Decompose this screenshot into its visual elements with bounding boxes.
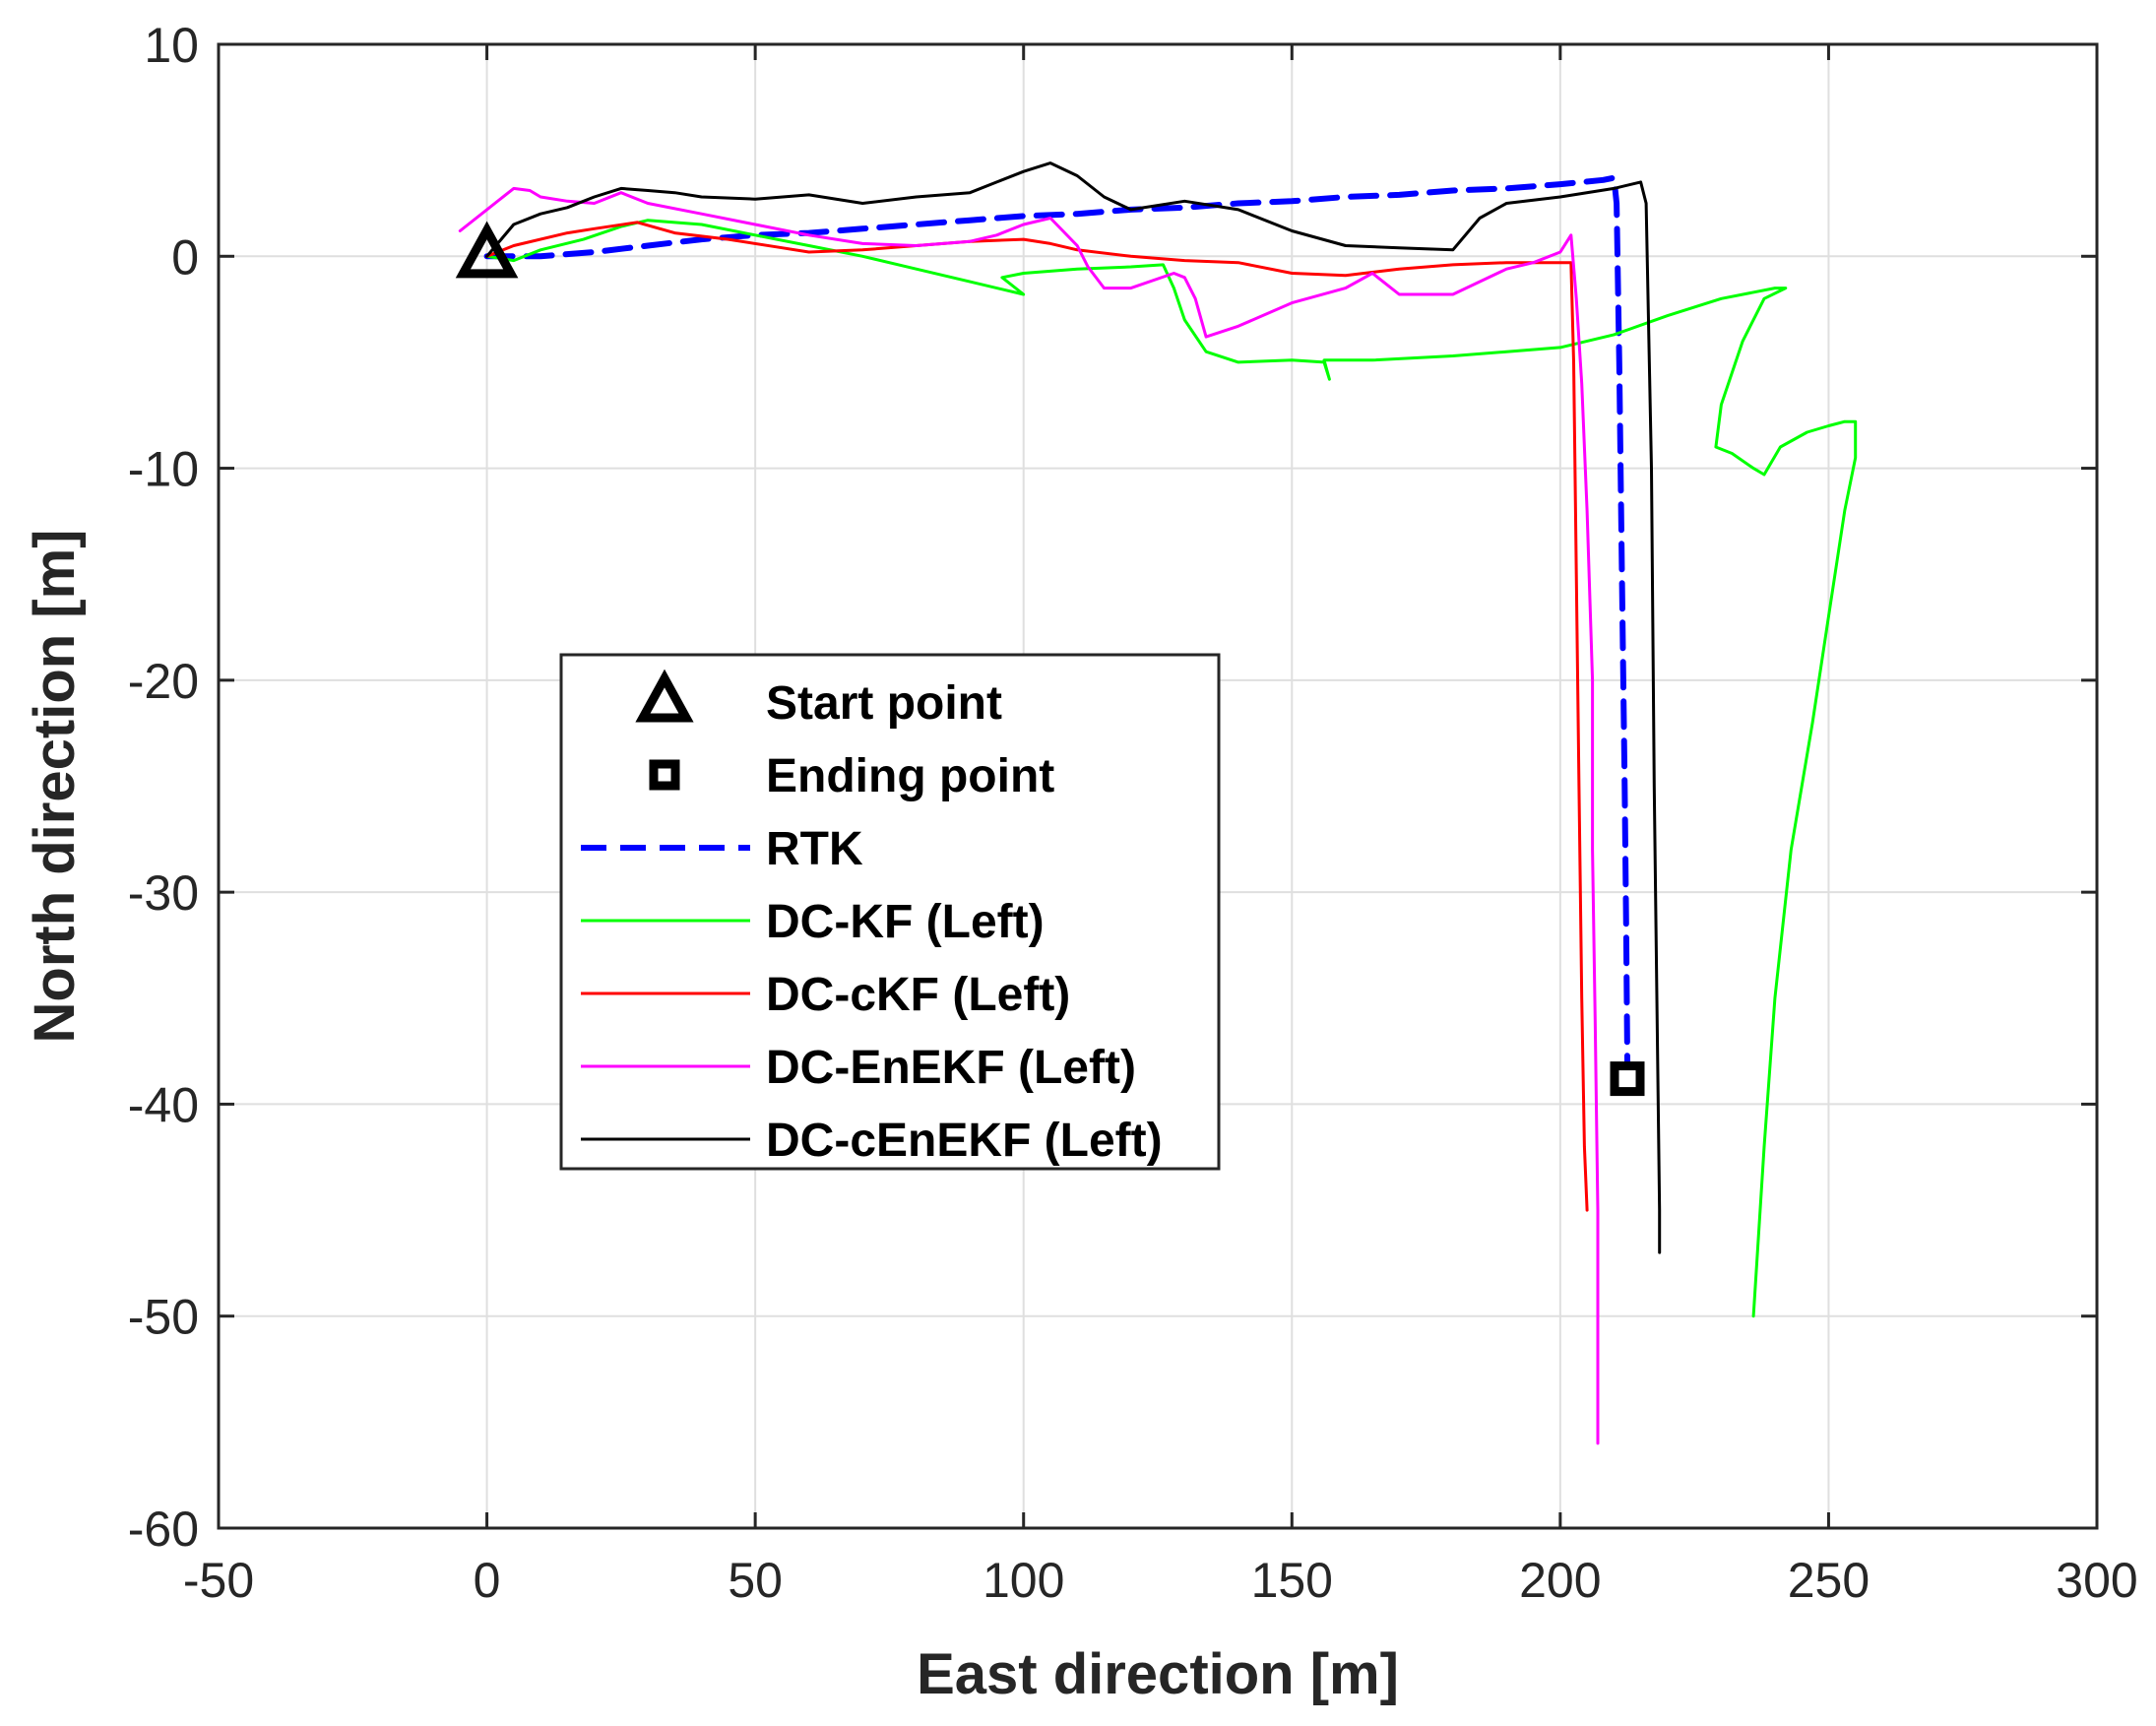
series-layer [458, 161, 1858, 1445]
y-tick-label: -20 [128, 654, 199, 709]
x-tick-label: 0 [474, 1553, 501, 1608]
legend-label: DC-KF (Left) [766, 896, 1045, 948]
x-tick-label: 250 [1788, 1553, 1870, 1608]
y-tick-label: -50 [128, 1290, 199, 1345]
x-tick-label: 100 [983, 1553, 1064, 1608]
series-line-3 [458, 186, 1600, 1445]
y-tick-label: -30 [128, 865, 199, 921]
start-point-marker [455, 221, 519, 279]
legend-entry: DC-cKF (Left) [581, 969, 1070, 1021]
y-tick-label: -60 [128, 1502, 199, 1557]
legend-entry: DC-EnEKF (Left) [581, 1042, 1136, 1094]
x-tick-label: 150 [1251, 1553, 1333, 1608]
legend-label: DC-cKF (Left) [766, 969, 1070, 1021]
legend-label: Start point [766, 677, 1002, 730]
legend-square-icon [649, 759, 680, 791]
axis-ticks: -50 0 50 100 150 200 250 300100-10-20-30-40-50-… [128, 18, 2138, 1608]
legend-entry: DC-KF (Left) [581, 896, 1045, 948]
ending-point-marker [1610, 1061, 1645, 1097]
x-tick-label: 200 [1519, 1553, 1601, 1608]
legend-entry: DC-cEnEKF (Left) [581, 1115, 1163, 1167]
legend-label: Ending point [766, 750, 1054, 802]
plot-frame [217, 42, 2099, 1530]
legend-box [559, 653, 1221, 1171]
legend: Start point Ending point RTK DC-KF (Left) DC… [559, 653, 1221, 1171]
legend-label: DC-EnEKF (Left) [766, 1042, 1136, 1094]
legend-entry: RTK [581, 823, 863, 875]
marker-layer [455, 221, 1645, 1097]
legend-entry: Ending point [649, 750, 1054, 802]
series-line-4 [485, 161, 1662, 1254]
series-line-2 [485, 221, 1589, 1212]
legend-label: DC-cEnEKF (Left) [766, 1115, 1163, 1167]
y-tick-label: 10 [144, 18, 199, 73]
series-line-0 [483, 174, 1630, 1065]
x-tick-label: -50 [183, 1553, 254, 1608]
series-line-1 [485, 219, 1858, 1318]
legend-triangle-icon [635, 669, 694, 723]
x-tick-label: 50 [728, 1553, 783, 1608]
legend-entry: Start point [635, 669, 1002, 730]
legend-items: Start point Ending point RTK DC-KF (Left) DC… [581, 669, 1163, 1167]
y-tick-label: -40 [128, 1077, 199, 1132]
y-tick-label: 0 [171, 229, 199, 285]
y-tick-label: -10 [128, 442, 199, 497]
x-axis-title: East direction [m] [917, 1642, 1399, 1706]
legend-label: RTK [766, 823, 863, 875]
y-axis-title: North direction [m] [23, 530, 87, 1044]
x-tick-label: 300 [2056, 1553, 2137, 1608]
